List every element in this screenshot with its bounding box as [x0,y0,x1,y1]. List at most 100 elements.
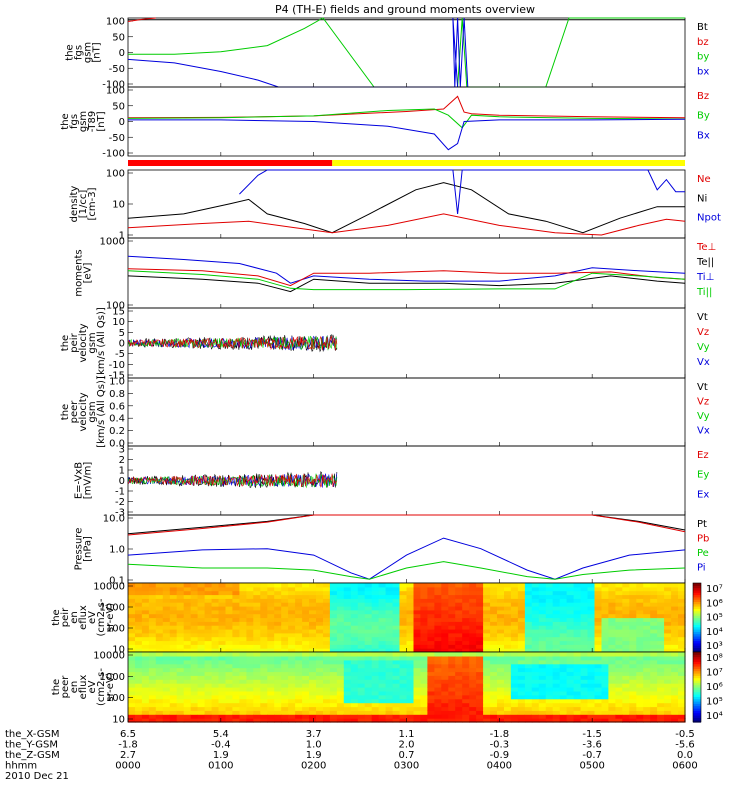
spectrogram-cell [371,583,380,588]
spectrogram-cell [295,590,303,596]
colorbar-cell [693,698,701,702]
spectrogram-cell [462,609,470,615]
spectrogram-cell [128,698,136,704]
spectrogram-cell [197,683,206,688]
spectrogram-cell [329,718,338,723]
spectrogram-cell [643,648,651,653]
spectrogram-cell [643,644,651,649]
spectrogram-cell [183,687,192,692]
spectrogram-cell [441,621,449,626]
spectrogram-cell [176,710,185,715]
spectrogram-cell [162,679,171,684]
spectrogram-cell [162,613,171,619]
spectrogram-cell [629,694,637,700]
panel-frame [127,169,686,239]
spectrogram-cell [316,698,324,704]
spectrogram-cell [678,625,686,630]
spectrogram-cell [155,690,164,696]
spectrogram-cell [128,648,136,653]
spectrogram-cell [343,694,352,700]
spectrogram-cell [601,663,610,669]
spectrogram-cell [378,710,387,715]
y-tick-label: 0.0 [109,439,125,450]
spectrogram-cell [462,663,470,669]
spectrogram-cell [225,655,234,661]
spectrogram-cell [336,683,345,688]
spectrogram-cell [455,590,463,596]
spectrogram-cell [336,694,345,700]
spectrogram-cell [552,659,561,665]
spectrogram-cell [671,671,679,676]
spectrogram-cell [545,598,554,603]
spectrogram-cell [490,671,498,676]
spectrogram-cell [232,694,240,700]
spectrogram-cell [441,683,449,688]
spectrogram-cell [469,698,477,704]
y-axis-label-line: en [69,611,80,624]
spectrogram-cell [587,663,596,669]
colorbar-cell [693,703,701,707]
spectrogram-cell [629,710,637,715]
spectrogram-cell [260,648,268,653]
spectrogram-cell [260,609,268,615]
spectrogram-cell [559,644,568,649]
spectrogram-cell [232,718,240,723]
spectrogram-cell [169,629,178,634]
spectrogram-cell [302,667,310,673]
spectrogram-cell [309,606,317,611]
spectrogram-cell [559,694,568,700]
spectrogram-cell [566,602,575,607]
y-axis-label-line: gsm [78,111,89,132]
spectrogram-cell [510,659,519,665]
spectrogram-cell [176,636,185,642]
spectrogram-cell [281,687,289,692]
spectrogram-cell [378,586,387,592]
spectrogram-cell [566,690,575,696]
spectrogram-cell [517,655,526,661]
spectrogram-cell [427,663,435,669]
spectrogram-cell [524,613,533,619]
spectrogram-cell [141,663,150,669]
spectrogram-cell [197,602,206,607]
spectrogram-cell [281,590,289,596]
spectrogram-cell [211,609,220,615]
spectrogram-cell [413,640,422,645]
spectrogram-cell [141,667,150,673]
spectrogram-cell [441,690,449,696]
legend-Bz: Bz [697,91,709,102]
spectrogram-cell [580,598,589,603]
spectrogram-cell [399,609,408,615]
spectrogram-cell [364,629,373,634]
spectrogram-cell [350,629,359,634]
spectrogram-cell [316,706,324,711]
spectrogram-cell [392,617,401,622]
spectrogram-cell [316,667,324,673]
spectrogram-cell [399,683,408,688]
spectrogram-cell [441,655,449,661]
spectrogram-cell [323,636,331,642]
colorbar-cell [693,638,701,642]
spectrogram-cell [295,687,303,692]
spectrogram-cell [357,679,366,684]
spectrogram-cell [434,621,442,626]
spectrogram-cell [246,590,254,596]
spectrogram-cell [190,594,199,599]
spectrogram-cell [246,667,254,673]
spectrogram-cell [135,594,143,599]
spectrogram-cell [580,663,589,669]
spectrogram-cell [538,675,547,680]
spectrogram-cell [295,602,303,607]
spectrogram-cell [587,602,596,607]
spectrogram-cell [643,683,651,688]
y-tick-label: 1.0 [109,545,125,556]
spectrogram-cell [267,675,275,680]
spectrogram-cell [316,655,324,661]
spectrogram-cell [448,617,456,622]
spectrogram-cell [538,718,547,723]
spectrogram-cell [232,652,240,657]
spectrogram-cell [622,583,630,588]
spectrogram-cell [274,714,282,719]
spectrogram-cell [664,655,672,661]
spectrogram-cell [601,667,610,673]
footer-row-label: the_Z-GSM [5,750,60,761]
